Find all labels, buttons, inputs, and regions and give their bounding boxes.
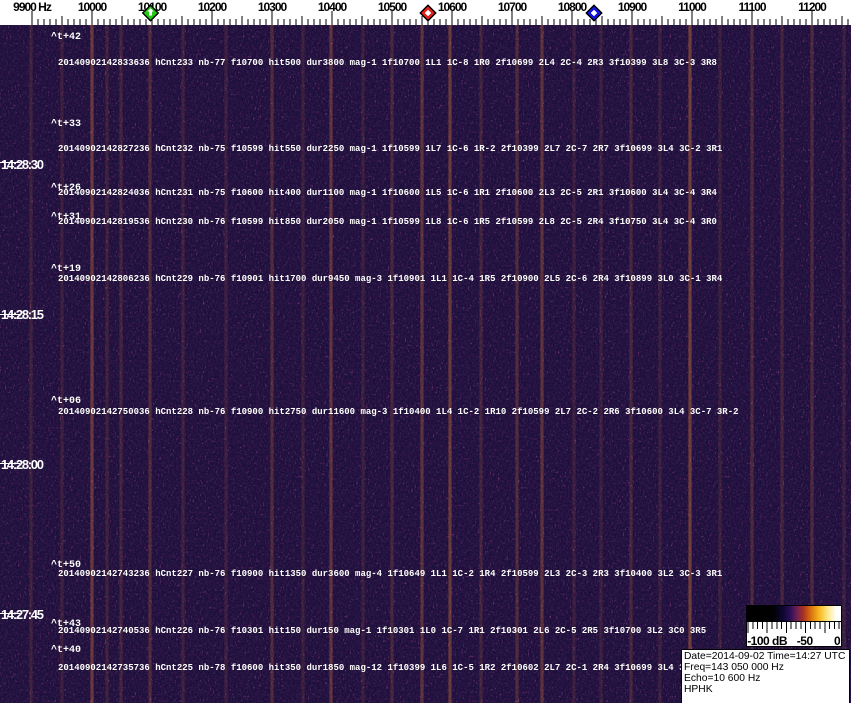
svg-text:10200: 10200 [198, 0, 228, 14]
svg-text:10600: 10600 [438, 0, 468, 14]
svg-text:10300: 10300 [258, 0, 288, 14]
svg-text:10700: 10700 [498, 0, 528, 14]
svg-text:11200: 11200 [798, 0, 827, 14]
svg-text:9900 Hz: 9900 Hz [13, 0, 52, 14]
svg-text:10000: 10000 [78, 0, 108, 14]
svg-text:11100: 11100 [738, 0, 766, 14]
svg-text:10500: 10500 [378, 0, 408, 14]
svg-text:11000: 11000 [678, 0, 707, 14]
svg-text:10800: 10800 [558, 0, 588, 14]
svg-text:10400: 10400 [318, 0, 348, 14]
svg-text:10900: 10900 [618, 0, 648, 14]
